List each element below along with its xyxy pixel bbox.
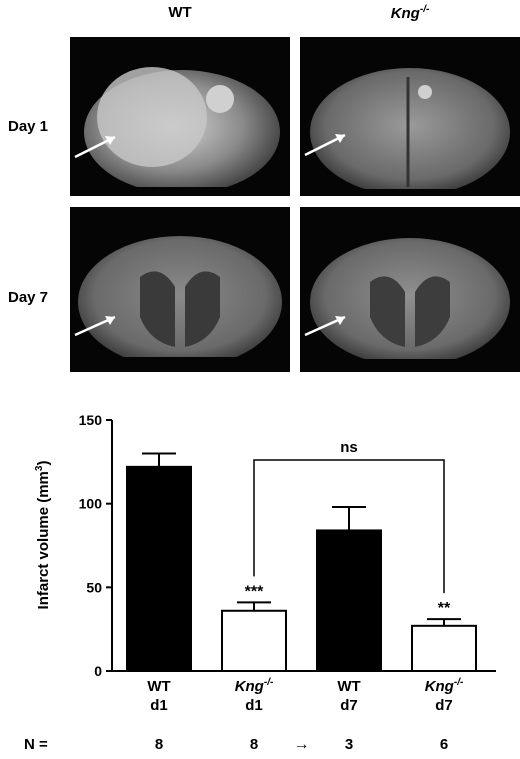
n-value: 3 <box>345 736 353 753</box>
mri-panel-wt-day1 <box>70 37 290 196</box>
category-label-line2: d7 <box>435 697 453 714</box>
mri-image-wt-day1 <box>70 67 290 196</box>
mri-panel-kng-day1 <box>300 37 520 196</box>
n-value: 8 <box>250 736 258 753</box>
n-value: 6 <box>440 736 448 753</box>
n-value: 8 <box>155 736 163 753</box>
category-label-line2: d1 <box>150 697 168 714</box>
row-label-day1: Day 1 <box>8 118 49 135</box>
n-row-arrow: → <box>294 736 310 753</box>
bracket-label: ns <box>340 439 358 456</box>
bar-chart: Infarct volume (mm3) 0 50 100 150 WT d1 8 *** Kn… <box>24 412 496 753</box>
mri-panel-wt-day7 <box>70 207 290 372</box>
kng-superscript: -/- <box>419 4 430 15</box>
category-label-line2: d7 <box>340 697 358 714</box>
column-header-kng: Kng-/- <box>300 4 520 22</box>
n-row-label: N = <box>24 736 48 753</box>
significance-label: *** <box>245 583 264 600</box>
significance-bracket <box>253 459 445 594</box>
mri-image-kng-day7 <box>300 238 520 372</box>
mri-panel-kng-day7 <box>300 207 520 372</box>
mri-image-kng-day1 <box>300 68 520 196</box>
category-label-line1: WT <box>337 678 360 695</box>
y-tick-label: 0 <box>94 663 102 679</box>
y-axis-label: Infarct volume (mm3) <box>34 461 52 610</box>
y-tick-label: 50 <box>86 579 102 595</box>
category-label-line1: Kng-/- <box>425 677 464 695</box>
category-label-line1: Kng-/- <box>235 677 274 695</box>
bar <box>221 609 287 672</box>
bar <box>126 465 192 672</box>
y-tick-label: 150 <box>79 412 103 428</box>
category-label-line1: WT <box>147 678 170 695</box>
column-header-wt: WT <box>168 4 192 21</box>
significance-label: ** <box>438 600 451 617</box>
kng-label: Kng <box>390 5 420 22</box>
y-tick-label: 100 <box>79 496 103 512</box>
row-label-day7: Day 7 <box>8 289 49 306</box>
mri-image-wt-day7 <box>70 236 290 372</box>
category-label-line2: d1 <box>245 697 263 714</box>
bar <box>316 529 382 672</box>
bar <box>411 624 477 673</box>
